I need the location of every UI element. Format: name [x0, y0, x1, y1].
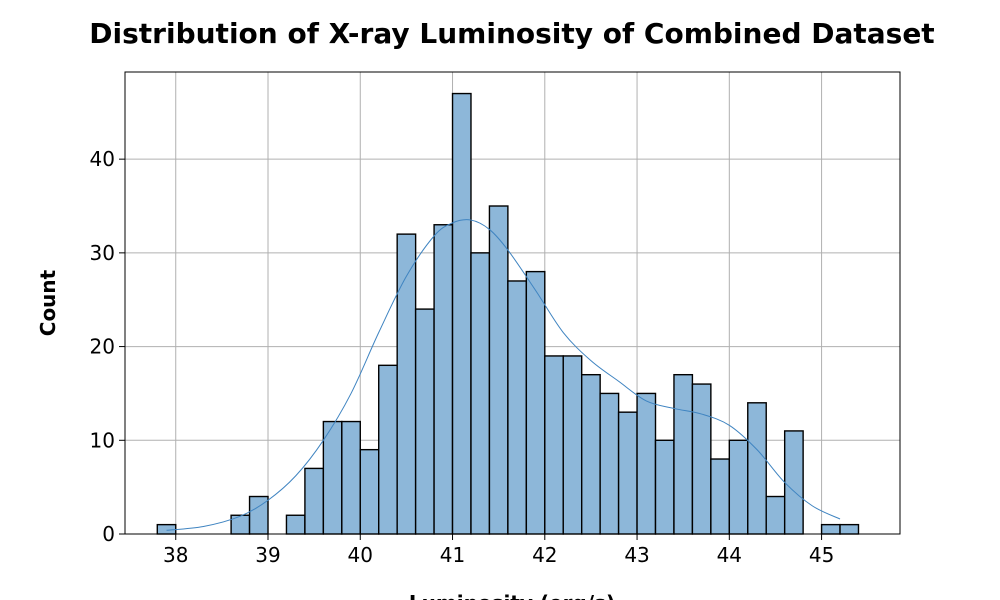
- kde-curve: [166, 219, 841, 531]
- histogram-bar: [728, 439, 749, 535]
- x-tick-label: 40: [348, 543, 373, 567]
- histogram-bar: [470, 252, 491, 535]
- kde-line: [166, 219, 841, 531]
- x-tick-label: 45: [809, 543, 834, 567]
- chart-title: Distribution of X-ray Luminosity of Comb…: [89, 17, 934, 50]
- histogram-bar: [322, 420, 343, 535]
- histogram-bar: [414, 308, 435, 535]
- histogram-bar: [507, 280, 528, 535]
- histogram-bar: [765, 495, 786, 535]
- histogram-bar: [304, 467, 325, 535]
- y-axis-label: Count: [36, 269, 60, 336]
- x-tick-label: 44: [717, 543, 742, 567]
- histogram-bar: [783, 430, 804, 535]
- histogram-bar: [654, 439, 675, 535]
- histogram-bar: [396, 233, 417, 535]
- x-tick-label: 38: [163, 543, 188, 567]
- x-tick-label: 43: [624, 543, 649, 567]
- histogram-bar: [359, 448, 380, 535]
- histogram-bar: [451, 92, 472, 535]
- y-tick-label: 0: [102, 522, 115, 546]
- histogram-bar: [747, 402, 767, 535]
- y-tick-label: 40: [90, 147, 115, 171]
- histogram-bar: [839, 523, 860, 535]
- histogram-bar: [433, 224, 454, 535]
- y-axis-ticks: 0 10 20 30 40: [90, 147, 125, 546]
- histogram-bar: [691, 383, 712, 535]
- y-tick-label: 30: [90, 241, 115, 265]
- histogram-bar: [820, 523, 841, 535]
- histogram-bar: [544, 355, 564, 535]
- histogram-bar: [341, 420, 361, 535]
- histogram-bar: [525, 270, 546, 535]
- x-axis-label: Luminosity (erg/s): [409, 591, 615, 600]
- x-axis-ticks: 38 39 40 41 42 43 44 45: [163, 534, 834, 567]
- histogram-bar: [230, 514, 251, 535]
- x-tick-label: 42: [532, 543, 557, 567]
- x-tick-label: 39: [255, 543, 280, 567]
- histogram-bar: [710, 458, 731, 535]
- histogram-bar: [488, 205, 509, 535]
- histogram-bar: [378, 364, 398, 535]
- histogram-bar: [673, 373, 694, 535]
- histogram-bar: [599, 392, 620, 535]
- x-tick-label: 41: [440, 543, 465, 567]
- y-tick-label: 20: [90, 335, 115, 359]
- histogram-bar: [636, 392, 657, 535]
- histogram-bar: [617, 411, 638, 535]
- plot-frame: [124, 71, 901, 535]
- histogram-bar: [562, 355, 583, 535]
- y-tick-label: 10: [90, 428, 115, 452]
- histogram-bar: [285, 514, 306, 535]
- histogram-bar: [580, 373, 601, 535]
